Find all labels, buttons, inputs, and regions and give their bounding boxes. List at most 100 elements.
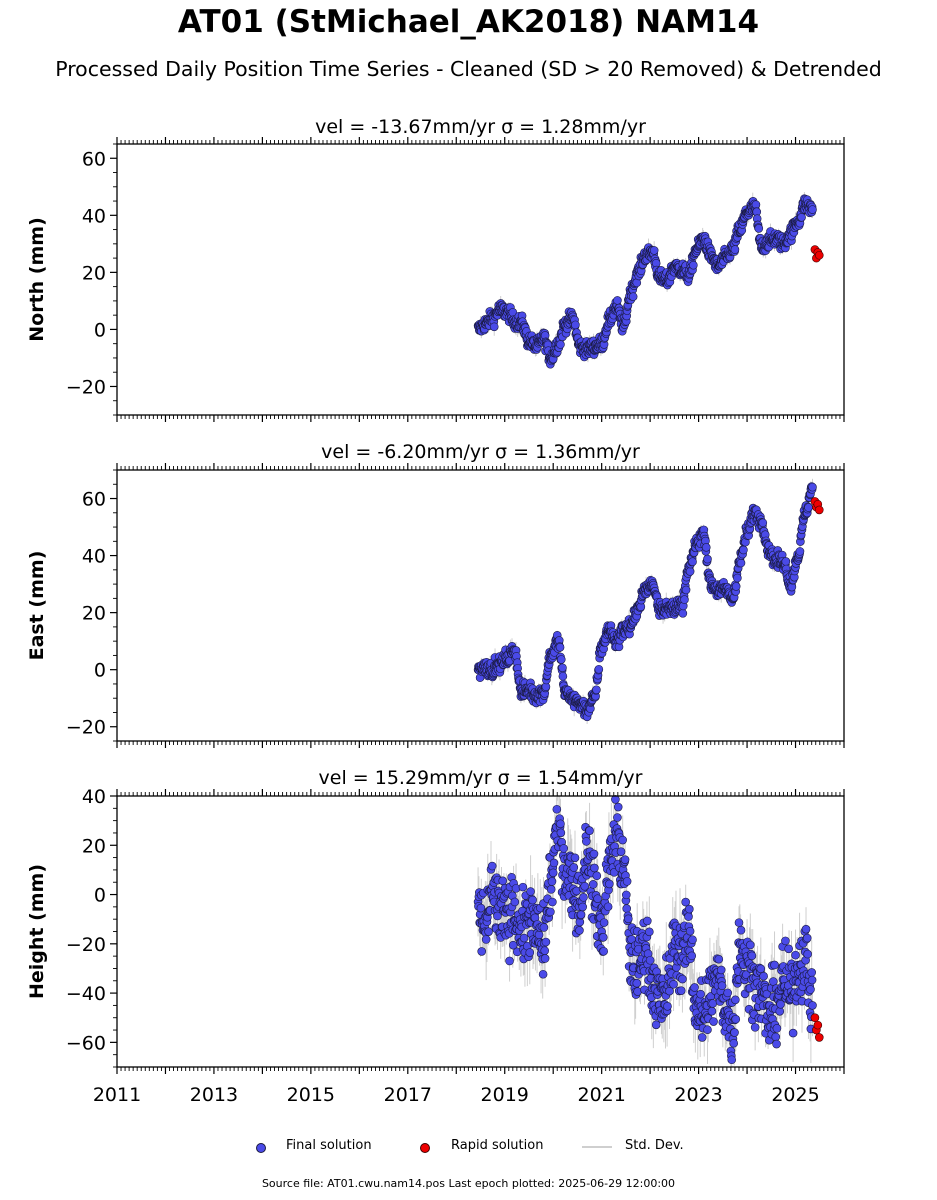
final-point [558, 671, 568, 681]
final-point [688, 557, 697, 567]
final-point [707, 1006, 717, 1016]
final-point [546, 907, 555, 917]
final-point [806, 985, 815, 994]
final-point [588, 880, 598, 889]
y-tick-label: −20 [66, 934, 106, 956]
final-point [747, 951, 757, 961]
y-tick-label: 0 [94, 319, 106, 341]
final-point [546, 885, 556, 894]
final-point [696, 989, 705, 999]
rapid-series [810, 497, 824, 515]
final-point [802, 933, 812, 943]
legend-label-stddev: Std. Dev. [625, 1138, 684, 1153]
rapid-point [814, 250, 824, 260]
final-point [548, 897, 557, 907]
final-point [498, 876, 508, 886]
final-point [791, 950, 800, 960]
final-point [539, 923, 549, 932]
final-point [781, 936, 790, 946]
x-tick-label: 2019 [481, 1084, 529, 1106]
final-point [570, 853, 580, 863]
final-point [540, 954, 550, 963]
final-point [717, 981, 727, 991]
final-point [518, 882, 528, 892]
final-point [538, 969, 548, 979]
final-point [481, 935, 491, 944]
plot-frame [116, 143, 845, 416]
final-point [714, 954, 724, 964]
final-point [548, 868, 558, 878]
panel-title: vel = 15.29mm/yr σ = 1.54mm/yr [319, 767, 643, 789]
final-point [603, 902, 613, 912]
y-tick-label: 0 [94, 660, 106, 682]
final-point [556, 340, 565, 349]
legend-marker-rapid [420, 1143, 430, 1153]
final-point [585, 826, 594, 835]
x-tick-label: 2015 [287, 1084, 335, 1106]
y-tick-label: 60 [82, 489, 106, 511]
y-tick-label: 20 [82, 603, 106, 625]
final-point [589, 849, 599, 859]
final-point [487, 861, 497, 871]
legend-label-final: Final solution [286, 1138, 372, 1153]
final-point [579, 893, 588, 902]
final-point [484, 927, 493, 936]
final-point [723, 988, 732, 998]
final-point [593, 894, 602, 903]
final-point [759, 971, 768, 981]
final-point [556, 819, 565, 829]
final-point [663, 1001, 672, 1011]
final-point [547, 877, 557, 886]
rapid-point [813, 1020, 823, 1030]
y-axis-label: Height (mm) [26, 864, 48, 999]
final-point [750, 1023, 760, 1032]
final-point [599, 918, 609, 927]
final-point [733, 573, 742, 583]
final-point [703, 1025, 712, 1035]
final-point [807, 975, 817, 985]
final-point [680, 595, 689, 604]
x-tick-label: 2021 [577, 1084, 625, 1106]
final-point [575, 926, 584, 935]
final-point [476, 903, 486, 913]
final-point [556, 828, 566, 838]
final-point [526, 887, 535, 896]
final-point [685, 926, 695, 936]
rapid-point [810, 1013, 820, 1023]
final-point [519, 933, 529, 943]
final-point [803, 949, 812, 959]
final-point [616, 847, 626, 856]
chart-panel-1: vel = -13.67mm/yr σ = 1.28mm/yr North (mm… [26, 116, 845, 422]
final-point [685, 904, 694, 914]
chart-panel-2: vel = -6.20mm/yr σ = 1.36mm/yr East (mm) −… [26, 441, 845, 748]
y-tick-label: −20 [66, 717, 106, 739]
final-point [697, 1033, 707, 1042]
final-point [808, 482, 817, 492]
final-point [784, 944, 793, 954]
final-point [594, 664, 604, 674]
y-tick-label: 40 [82, 205, 106, 227]
final-point [758, 518, 768, 528]
y-axis-label: North (mm) [26, 217, 48, 342]
final-point [505, 956, 514, 966]
page-subtitle: Processed Daily Position Time Series - C… [55, 57, 882, 81]
final-point [541, 937, 551, 947]
final-point [730, 1028, 739, 1037]
final-point [739, 545, 748, 555]
final-point [730, 245, 740, 254]
final-point [598, 933, 608, 942]
x-tick-label: 2013 [190, 1084, 238, 1106]
rapid-point [814, 1033, 824, 1042]
final-point [781, 557, 791, 566]
final-point [685, 567, 695, 576]
final-point [807, 968, 816, 977]
final-point [576, 910, 586, 919]
final-point [734, 918, 744, 927]
legend-line-stddev [582, 1146, 612, 1148]
final-point [528, 895, 537, 905]
final-point [701, 543, 711, 552]
x-tick-label: 2023 [674, 1084, 722, 1106]
chart-panel-3: vel = 15.29mm/yr σ = 1.54mm/yr Height (mm… [26, 767, 845, 1106]
final-point [599, 946, 608, 956]
final-point [622, 877, 632, 886]
